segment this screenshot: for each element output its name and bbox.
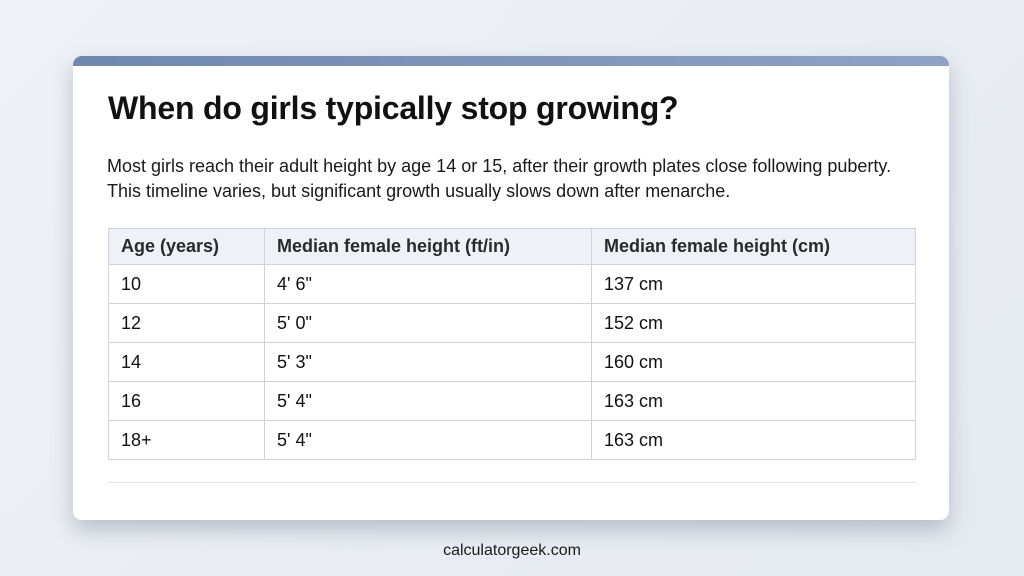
cell-cm: 152 cm — [591, 303, 916, 343]
column-header-ftin: Median female height (ft/in) — [264, 228, 592, 265]
content-card: When do girls typically stop growing? Mo… — [73, 56, 949, 520]
table-row: 16 5' 4" 163 cm — [108, 381, 916, 421]
table-row: 10 4' 6" 137 cm — [108, 264, 916, 304]
cell-ftin: 5' 4" — [264, 381, 592, 421]
column-header-cm: Median female height (cm) — [591, 228, 916, 265]
page-title: When do girls typically stop growing? — [108, 90, 679, 126]
table-row: 18+ 5' 4" 163 cm — [108, 420, 916, 460]
height-table: Age (years) Median female height (ft/in)… — [108, 228, 916, 460]
table-row: 14 5' 3" 160 cm — [108, 342, 916, 382]
site-footer: calculatorgeek.com — [443, 542, 581, 559]
cell-age: 18+ — [108, 420, 265, 460]
cell-age: 14 — [108, 342, 265, 382]
cell-ftin: 4' 6" — [264, 264, 592, 304]
cell-age: 12 — [108, 303, 265, 343]
cell-cm: 163 cm — [591, 381, 916, 421]
description: Most girls reach their adult height by a… — [107, 156, 892, 201]
table-row: 12 5' 0" 152 cm — [108, 303, 916, 343]
cell-cm: 160 cm — [591, 342, 916, 382]
cell-ftin: 5' 4" — [264, 420, 592, 460]
cell-cm: 137 cm — [591, 264, 916, 304]
accent-bar — [73, 56, 949, 66]
table-header-row: Age (years) Median female height (ft/in)… — [108, 228, 916, 265]
cell-ftin: 5' 3" — [264, 342, 592, 382]
cell-age: 10 — [108, 264, 265, 304]
cell-age: 16 — [108, 381, 265, 421]
divider — [108, 482, 916, 483]
column-header-age: Age (years) — [108, 228, 265, 265]
cell-ftin: 5' 0" — [264, 303, 592, 343]
cell-cm: 163 cm — [591, 420, 916, 460]
